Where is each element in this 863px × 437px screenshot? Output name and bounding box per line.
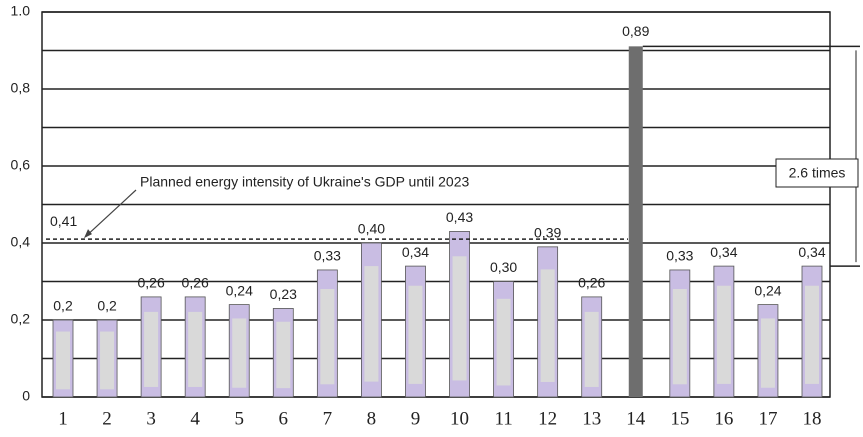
annotation-arrow (85, 189, 137, 237)
y-tick-label: 0,8 (11, 80, 31, 96)
bracket-box (775, 158, 859, 188)
reference-text: Planned energy intensity of Ukraine's GD… (140, 174, 469, 190)
x-tick-label: 13 (582, 408, 601, 429)
arrow-head (84, 229, 92, 239)
reference-label: 0,41 (50, 213, 77, 229)
bar-inner (144, 311, 159, 387)
value-label: 0,24 (754, 282, 781, 298)
x-tick-label: 3 (146, 408, 156, 429)
value-label: 0,89 (622, 23, 649, 39)
x-tick-label: 7 (323, 408, 333, 429)
bar-inner (805, 285, 819, 384)
bar-inner (364, 266, 379, 382)
x-tick-label: 12 (538, 408, 557, 429)
x-tick-label: 8 (367, 408, 377, 429)
value-label: 0,24 (226, 282, 253, 298)
y-tick-label: 0 (22, 388, 30, 404)
x-tick-label: 9 (411, 408, 421, 429)
value-label: 0,33 (314, 248, 341, 264)
x-tick-label: 17 (758, 408, 777, 429)
x-tick-label: 15 (670, 408, 689, 429)
bar-inner (716, 285, 731, 384)
x-tick-label: 10 (450, 408, 469, 429)
bar-inner (408, 285, 423, 384)
bar-inner (100, 331, 115, 390)
value-label: 0,34 (402, 244, 429, 260)
value-label: 0,26 (578, 275, 605, 291)
value-label: 0,39 (534, 225, 561, 241)
y-tick-label: 1.0 (11, 3, 31, 19)
value-label: 0,40 (358, 221, 385, 237)
x-tick-label: 14 (626, 408, 646, 429)
value-label: 0,2 (97, 298, 117, 314)
bar-inner (496, 298, 511, 386)
x-tick-label: 6 (279, 408, 289, 429)
x-tick-label: 18 (803, 408, 822, 429)
bar (628, 46, 643, 397)
x-tick-label: 2 (102, 408, 112, 429)
bar-inner (540, 269, 555, 382)
bar-inner (56, 331, 70, 390)
bar-inner (188, 311, 203, 387)
x-tick-label: 4 (190, 408, 200, 429)
x-tick-label: 16 (714, 408, 733, 429)
x-tick-label: 11 (494, 408, 512, 429)
value-label: 0,34 (798, 244, 825, 260)
bar-inner (760, 318, 775, 388)
x-tick-label: 1 (58, 408, 68, 429)
value-label: 0,2 (53, 298, 73, 314)
bracket-label: 2.6 times (789, 165, 846, 181)
y-tick-label: 0,6 (11, 157, 31, 173)
value-label: 0,34 (710, 244, 737, 260)
bar-inner (276, 321, 291, 389)
bar-inner (320, 289, 335, 385)
value-label: 0,23 (270, 286, 297, 302)
bar-inner (672, 289, 687, 385)
value-label: 0,33 (666, 248, 693, 264)
bar-inner (452, 256, 467, 381)
x-tick-label: 5 (234, 408, 244, 429)
value-label: 0,26 (137, 275, 164, 291)
bar-inner (584, 311, 599, 387)
y-tick-label: 0,2 (11, 311, 31, 327)
value-label: 0,43 (446, 209, 473, 225)
value-label: 0,30 (490, 259, 517, 275)
bar-inner (232, 318, 247, 388)
value-label: 0,26 (182, 275, 209, 291)
y-tick-label: 0,4 (11, 234, 31, 250)
